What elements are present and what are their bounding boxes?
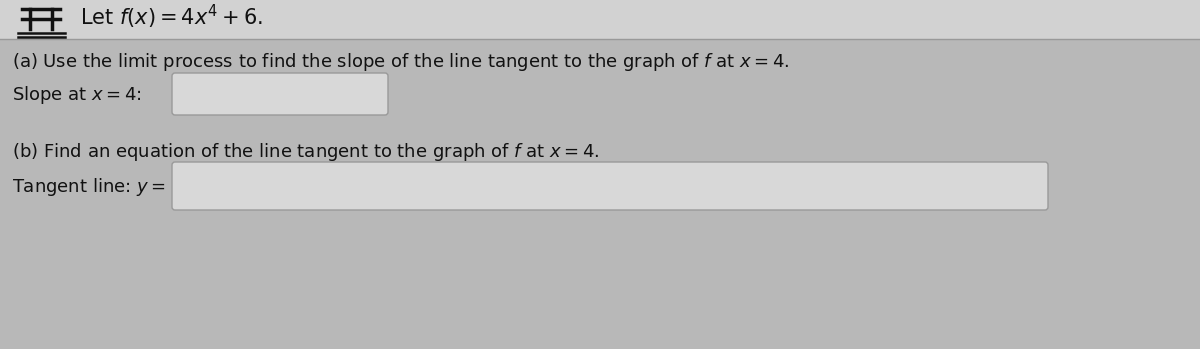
Text: Tangent line: $y =$: Tangent line: $y =$ <box>12 176 166 198</box>
Text: Let $f(x) = 4x^4 + 6$.: Let $f(x) = 4x^4 + 6$. <box>80 3 263 31</box>
FancyBboxPatch shape <box>172 162 1048 210</box>
FancyBboxPatch shape <box>172 73 388 115</box>
Bar <box>0 0 1200 39</box>
Text: Slope at $x = 4$:: Slope at $x = 4$: <box>12 84 142 106</box>
Text: (b) Find an equation of the line tangent to the graph of $f$ at $x = 4$.: (b) Find an equation of the line tangent… <box>12 141 600 163</box>
Text: (a) Use the limit process to find the slope of the line tangent to the graph of : (a) Use the limit process to find the sl… <box>12 51 790 73</box>
